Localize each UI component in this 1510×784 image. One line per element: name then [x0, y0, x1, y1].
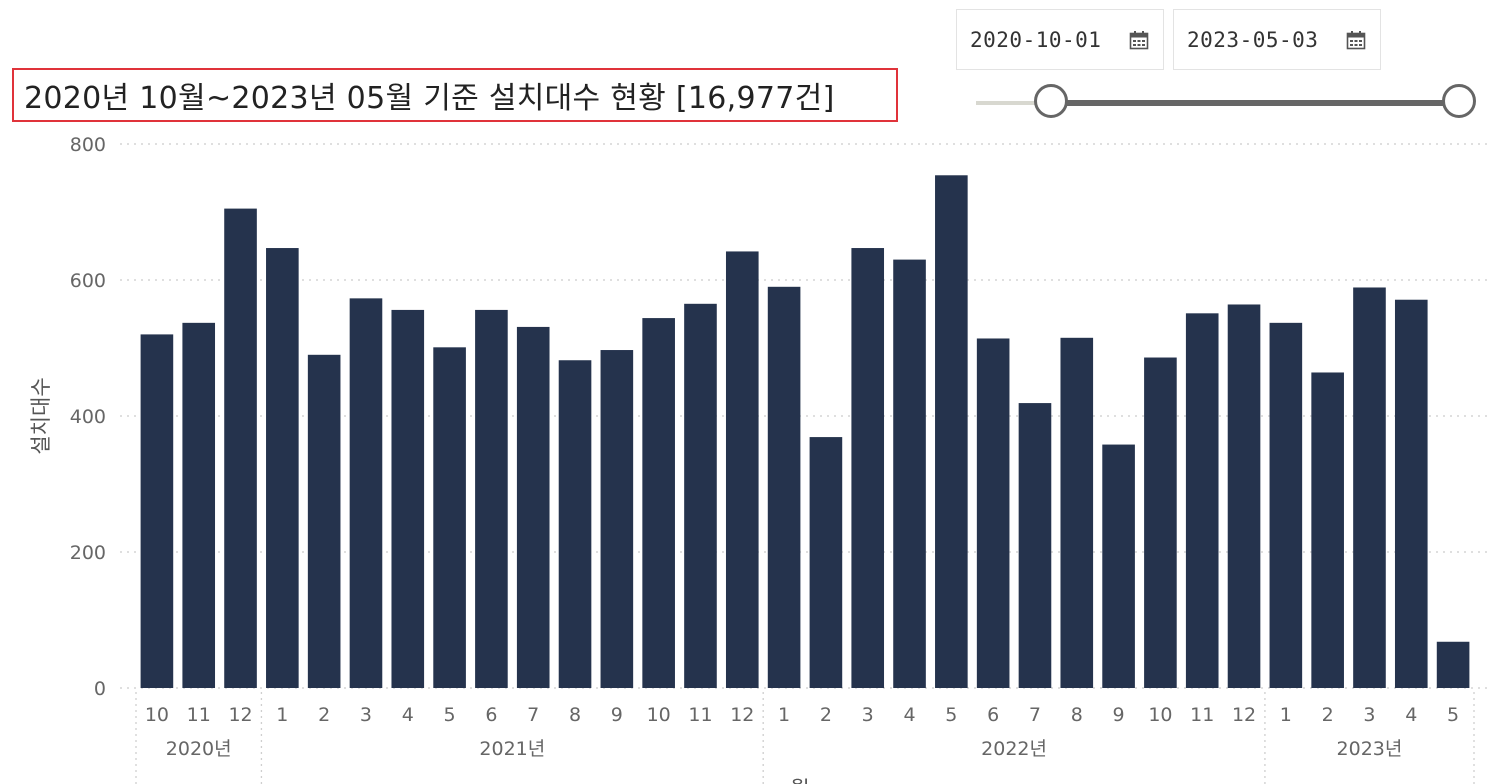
x-tick-label: 1: [276, 704, 288, 726]
start-date-value: 2020-10-01: [970, 27, 1102, 52]
calendar-icon[interactable]: [1346, 30, 1366, 50]
bar[interactable]: [809, 437, 843, 688]
x-tick-label: 7: [1029, 704, 1041, 726]
bar[interactable]: [307, 354, 341, 688]
bar[interactable]: [851, 248, 885, 689]
bar[interactable]: [1060, 337, 1094, 688]
end-date-value: 2023-05-03: [1187, 27, 1319, 52]
x-axis-title: 월: [790, 777, 809, 784]
bar[interactable]: [1185, 313, 1219, 688]
x-tick-label: 4: [402, 704, 414, 726]
slider-end-handle[interactable]: [1442, 84, 1476, 118]
bar[interactable]: [475, 309, 508, 688]
x-tick-label: 2: [1322, 704, 1334, 726]
bar[interactable]: [433, 347, 466, 688]
bar[interactable]: [1269, 322, 1303, 688]
start-date-picker[interactable]: 2020-10-01: [956, 9, 1164, 70]
bar[interactable]: [266, 248, 299, 689]
y-tick-label: 800: [70, 134, 106, 156]
bar[interactable]: [391, 309, 425, 688]
bar[interactable]: [1018, 403, 1052, 688]
x-tick-label: 1: [1280, 704, 1292, 726]
x-tick-label: 3: [1363, 704, 1375, 726]
x-tick-label: 4: [903, 704, 915, 726]
y-tick-label: 400: [70, 406, 106, 428]
x-tick-label: 6: [485, 704, 497, 726]
bar[interactable]: [224, 208, 257, 688]
x-tick-label: 5: [444, 704, 456, 726]
x-tick-label: 1: [778, 704, 790, 726]
bar[interactable]: [558, 360, 592, 688]
year-label: 2020년: [166, 738, 232, 760]
x-tick-label: 12: [228, 704, 252, 726]
bar[interactable]: [1311, 372, 1344, 688]
x-tick-label: 11: [1190, 704, 1214, 726]
bar[interactable]: [935, 175, 968, 688]
x-tick-label: 3: [862, 704, 874, 726]
bar[interactable]: [725, 251, 759, 688]
bar[interactable]: [140, 334, 174, 688]
y-axis-title: 설치대수: [29, 377, 53, 454]
x-tick-label: 8: [569, 704, 581, 726]
chart-title-box: 2020년 10월~2023년 05월 기준 설치대수 현황 [16,977건]: [12, 68, 898, 122]
x-tick-label: 3: [360, 704, 372, 726]
x-tick-label: 2: [318, 704, 330, 726]
x-tick-label: 12: [1232, 704, 1256, 726]
year-label: 2022년: [981, 738, 1047, 760]
bar[interactable]: [349, 298, 383, 688]
x-tick-label: 10: [647, 704, 671, 726]
chart-title: 2020년 10월~2023년 05월 기준 설치대수 현황 [16,977건]: [24, 81, 835, 116]
x-tick-label: 7: [527, 704, 539, 726]
calendar-icon[interactable]: [1129, 30, 1149, 50]
x-tick-label: 11: [688, 704, 712, 726]
x-tick-label: 10: [1148, 704, 1172, 726]
bar[interactable]: [516, 326, 550, 688]
x-tick-label: 5: [945, 704, 957, 726]
bar[interactable]: [600, 350, 634, 688]
bar[interactable]: [767, 286, 801, 688]
bar[interactable]: [642, 318, 675, 688]
x-tick-label: 2: [820, 704, 832, 726]
bar[interactable]: [1102, 444, 1135, 688]
x-tick-label: 6: [987, 704, 999, 726]
slider-track-inactive: [976, 101, 1052, 105]
x-tick-label: 4: [1405, 704, 1417, 726]
x-tick-label: 9: [611, 704, 623, 726]
bar[interactable]: [976, 338, 1010, 688]
y-tick-label: 0: [94, 678, 106, 700]
bar[interactable]: [684, 303, 717, 688]
x-tick-label: 5: [1447, 704, 1459, 726]
bar[interactable]: [1227, 304, 1261, 688]
bar[interactable]: [893, 259, 926, 688]
bar[interactable]: [1353, 287, 1386, 688]
date-range-slider[interactable]: [976, 82, 1482, 124]
x-tick-label: 12: [730, 704, 754, 726]
y-tick-label: 600: [70, 270, 106, 292]
year-label: 2021년: [479, 738, 545, 760]
x-tick-label: 10: [145, 704, 169, 726]
bar[interactable]: [182, 322, 216, 688]
slider-start-handle[interactable]: [1034, 84, 1068, 118]
bar[interactable]: [1394, 299, 1428, 688]
x-tick-label: 9: [1113, 704, 1125, 726]
x-tick-label: 8: [1071, 704, 1083, 726]
year-label: 2023년: [1337, 738, 1403, 760]
end-date-picker[interactable]: 2023-05-03: [1173, 9, 1381, 70]
y-tick-label: 200: [70, 542, 106, 564]
bar[interactable]: [1436, 641, 1470, 688]
bar[interactable]: [1144, 357, 1177, 688]
slider-track-active[interactable]: [1052, 100, 1460, 106]
x-tick-label: 11: [187, 704, 211, 726]
